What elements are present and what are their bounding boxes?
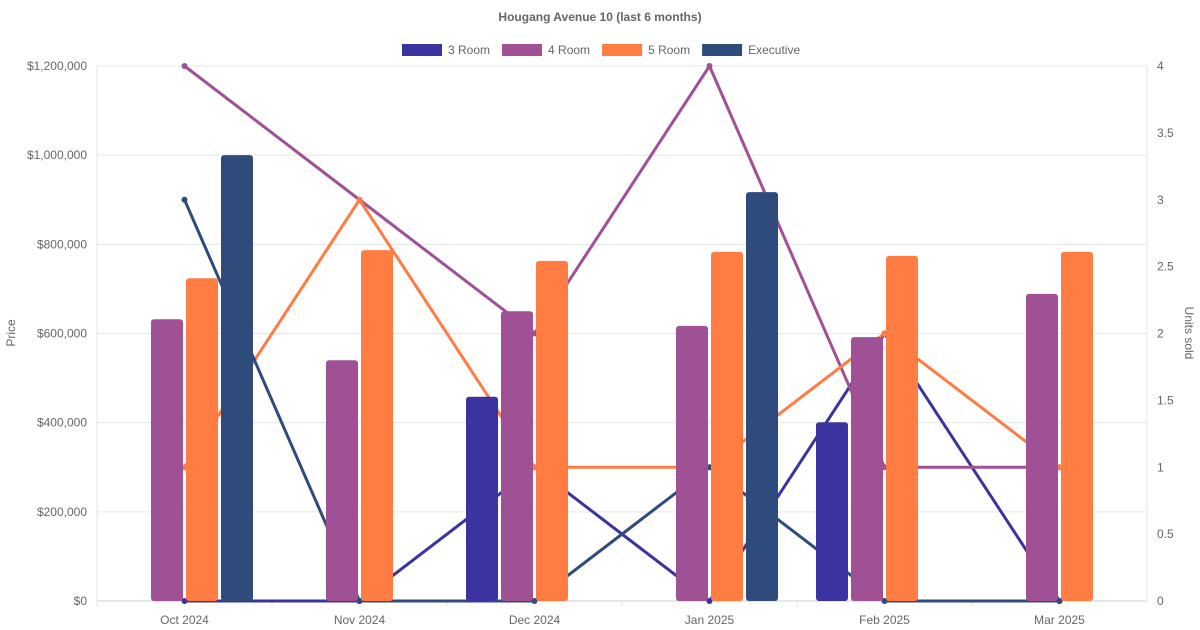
y-tick-label: $200,000 (37, 505, 87, 519)
units-point (531, 598, 538, 604)
price-bar-4-room (326, 360, 358, 601)
y2-tick-label: 0.5 (1157, 527, 1174, 541)
x-tick-label: Dec 2024 (509, 613, 561, 627)
legend-label: Executive (748, 43, 800, 57)
x-tick-label: Jan 2025 (685, 613, 735, 627)
price-bar-5-room (886, 255, 918, 602)
units-point (181, 196, 188, 203)
units-point (181, 598, 188, 604)
legend-swatch (602, 44, 643, 56)
x-tick-label: Feb 2025 (859, 613, 910, 627)
y2-tick-label: 2.5 (1157, 260, 1174, 274)
x-tick-label: Nov 2024 (334, 613, 386, 627)
y-tick-label: $0 (74, 594, 88, 608)
y-tick-label: $800,000 (37, 237, 87, 251)
y2-tick-label: 4 (1157, 59, 1164, 73)
legend-label: 5 Room (648, 43, 690, 57)
price-bar-4-room (501, 311, 533, 601)
legend-swatch (402, 44, 442, 56)
y2-tick-label: 1.5 (1157, 393, 1174, 407)
y-axis-label: Price (4, 319, 18, 347)
x-tick-label: Oct 2024 (160, 613, 209, 627)
y2-tick-label: 1 (1157, 460, 1164, 474)
price-bar-5-room (711, 251, 743, 601)
legend-label: 4 Room (548, 43, 590, 57)
y2-tick-label: 3 (1157, 193, 1164, 207)
price-bar-executive (221, 155, 253, 601)
price-bar-5-room (361, 250, 393, 602)
price-bar-executive (746, 192, 778, 601)
y2-tick-label: 3.5 (1157, 126, 1174, 140)
x-tick-label: Mar 2025 (1034, 613, 1085, 627)
units-point (181, 63, 188, 69)
price-bar-3-room (466, 396, 498, 601)
price-bar-4-room (1026, 293, 1058, 601)
y2-tick-label: 0 (1157, 594, 1164, 608)
price-bar-5-room (536, 260, 568, 601)
y-tick-label: $1,200,000 (27, 59, 87, 73)
units-point (706, 63, 713, 69)
price-bar-4-room (151, 319, 183, 601)
price-bar-5-room (1061, 251, 1093, 601)
y-tick-label: $600,000 (37, 327, 87, 341)
price-bar-4-room (851, 337, 883, 601)
y-tick-label: $400,000 (37, 416, 87, 430)
y2-tick-label: 2 (1157, 327, 1164, 341)
units-point (881, 598, 888, 604)
price-bar-5-room (186, 278, 218, 601)
chart-title: Hougang Avenue 10 (last 6 months) (498, 10, 701, 24)
legend-swatch (502, 44, 543, 56)
legend-swatch (702, 44, 743, 56)
units-point (356, 598, 363, 604)
legend-label: 3 Room (448, 43, 490, 57)
y-tick-label: $1,000,000 (27, 148, 87, 162)
price-bar-4-room (676, 325, 708, 601)
price-bar-3-room (816, 422, 848, 601)
y2-axis-label: Units sold (1182, 307, 1196, 360)
units-point (706, 598, 713, 604)
units-point (1056, 598, 1063, 604)
units-point (356, 196, 363, 203)
